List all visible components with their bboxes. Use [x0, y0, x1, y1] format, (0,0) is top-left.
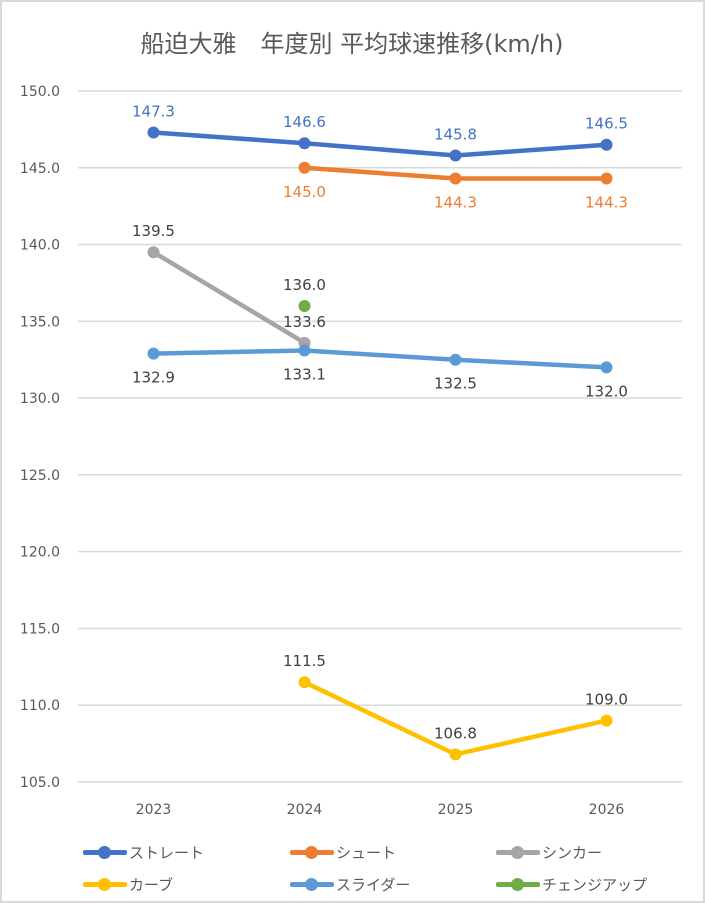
- series-3: [298, 676, 613, 761]
- y-tick-label: 115.0: [20, 621, 60, 637]
- series-line: [153, 130, 607, 158]
- data-point: [298, 344, 311, 357]
- data-label: 147.3: [132, 102, 175, 120]
- x-tick-label: 2025: [438, 802, 474, 818]
- y-tick-label: 140.0: [20, 238, 60, 254]
- legend-label: ストレート: [129, 844, 205, 862]
- series-5: [298, 299, 311, 312]
- data-label: 109.0: [585, 691, 628, 709]
- chart-title: 船迫大雅 年度別 平均球速推移(km/h): [141, 30, 564, 58]
- data-label: 132.9: [132, 369, 175, 387]
- data-label: 106.8: [434, 724, 477, 742]
- series-line: [153, 348, 607, 370]
- data-label: 111.5: [283, 652, 326, 670]
- legend-item: チェンジアップ: [496, 874, 647, 895]
- legend-item: シンカー: [496, 842, 602, 863]
- y-tick-label: 125.0: [20, 468, 60, 484]
- series-line: [152, 250, 306, 345]
- data-point: [600, 138, 613, 151]
- series-1: [298, 161, 613, 185]
- data-label: 145.0: [283, 183, 326, 201]
- data-point: [600, 714, 613, 727]
- legend-marker-icon: [290, 846, 334, 859]
- data-point: [298, 299, 311, 312]
- series-2: [147, 246, 311, 349]
- y-tick-label: 145.0: [20, 161, 60, 177]
- data-point: [147, 246, 160, 259]
- data-point: [600, 361, 613, 374]
- legend-marker-icon: [496, 878, 540, 891]
- legend-label: シュート: [336, 844, 397, 862]
- legend-marker-icon: [83, 846, 127, 859]
- x-tick-label: 2023: [136, 802, 172, 818]
- legend-label: チェンジアップ: [542, 876, 648, 894]
- x-tick-label: 2026: [589, 802, 625, 818]
- legend-label: スライダー: [336, 876, 411, 894]
- data-point: [147, 126, 160, 139]
- data-point: [449, 353, 462, 366]
- data-label: 146.5: [585, 115, 628, 133]
- line-chart: 船迫大雅 年度別 平均球速推移(km/h) 150.0 145.0 140.0 135…: [20, 30, 682, 818]
- legend-item: スライダー: [290, 874, 410, 895]
- data-label: 145.8: [434, 125, 477, 143]
- legend-label: カーブ: [129, 876, 174, 894]
- data-label: 132.5: [434, 375, 477, 393]
- data-label: 133.1: [283, 366, 326, 384]
- data-point: [298, 161, 311, 174]
- y-tick-label: 110.0: [20, 698, 60, 714]
- legend-item: シュート: [290, 842, 396, 863]
- legend-marker-icon: [496, 846, 540, 859]
- data-label: 144.3: [434, 194, 477, 212]
- data-point: [600, 172, 613, 185]
- data-label: 139.5: [132, 222, 175, 240]
- series-line: [303, 680, 607, 757]
- data-point: [449, 748, 462, 761]
- data-label: 146.6: [283, 113, 326, 131]
- data-label: 133.6: [283, 313, 326, 331]
- data-label: 144.3: [585, 194, 628, 212]
- series-0: [147, 126, 613, 162]
- data-point: [147, 347, 160, 360]
- data-point: [298, 676, 311, 689]
- y-tick-label: 105.0: [20, 775, 60, 791]
- legend-label: シンカー: [542, 844, 603, 862]
- data-point: [298, 137, 311, 150]
- data-label: 132.0: [585, 382, 628, 400]
- legend-item: ストレート: [83, 842, 204, 863]
- y-tick-label: 120.0: [20, 545, 60, 561]
- y-tick-label: 135.0: [20, 314, 60, 330]
- data-point: [449, 172, 462, 185]
- x-tick-label: 2024: [287, 802, 323, 818]
- legend-marker-icon: [83, 878, 127, 891]
- data-point: [449, 149, 462, 162]
- series-4: [147, 344, 613, 374]
- legend-marker-icon: [290, 878, 334, 891]
- legend-item: カーブ: [83, 874, 173, 895]
- data-label: 136.0: [283, 276, 326, 294]
- y-tick-label: 130.0: [20, 391, 60, 407]
- y-tick-label: 150.0: [20, 84, 60, 100]
